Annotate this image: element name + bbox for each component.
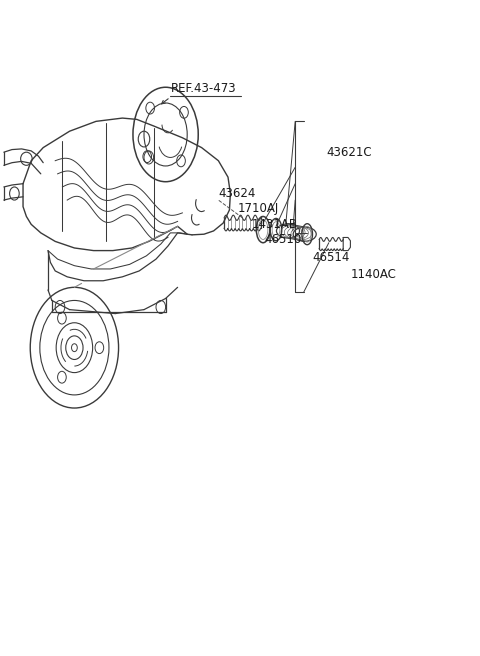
Text: 1140AC: 1140AC <box>350 268 396 281</box>
Text: 46514: 46514 <box>312 251 349 264</box>
Text: 43621C: 43621C <box>326 146 372 159</box>
Text: 1710AJ: 1710AJ <box>238 202 279 215</box>
Text: 1431AB: 1431AB <box>252 218 298 231</box>
Text: 43624: 43624 <box>218 187 256 200</box>
Text: REF.43-473: REF.43-473 <box>170 82 236 95</box>
Text: 46510: 46510 <box>264 233 301 246</box>
